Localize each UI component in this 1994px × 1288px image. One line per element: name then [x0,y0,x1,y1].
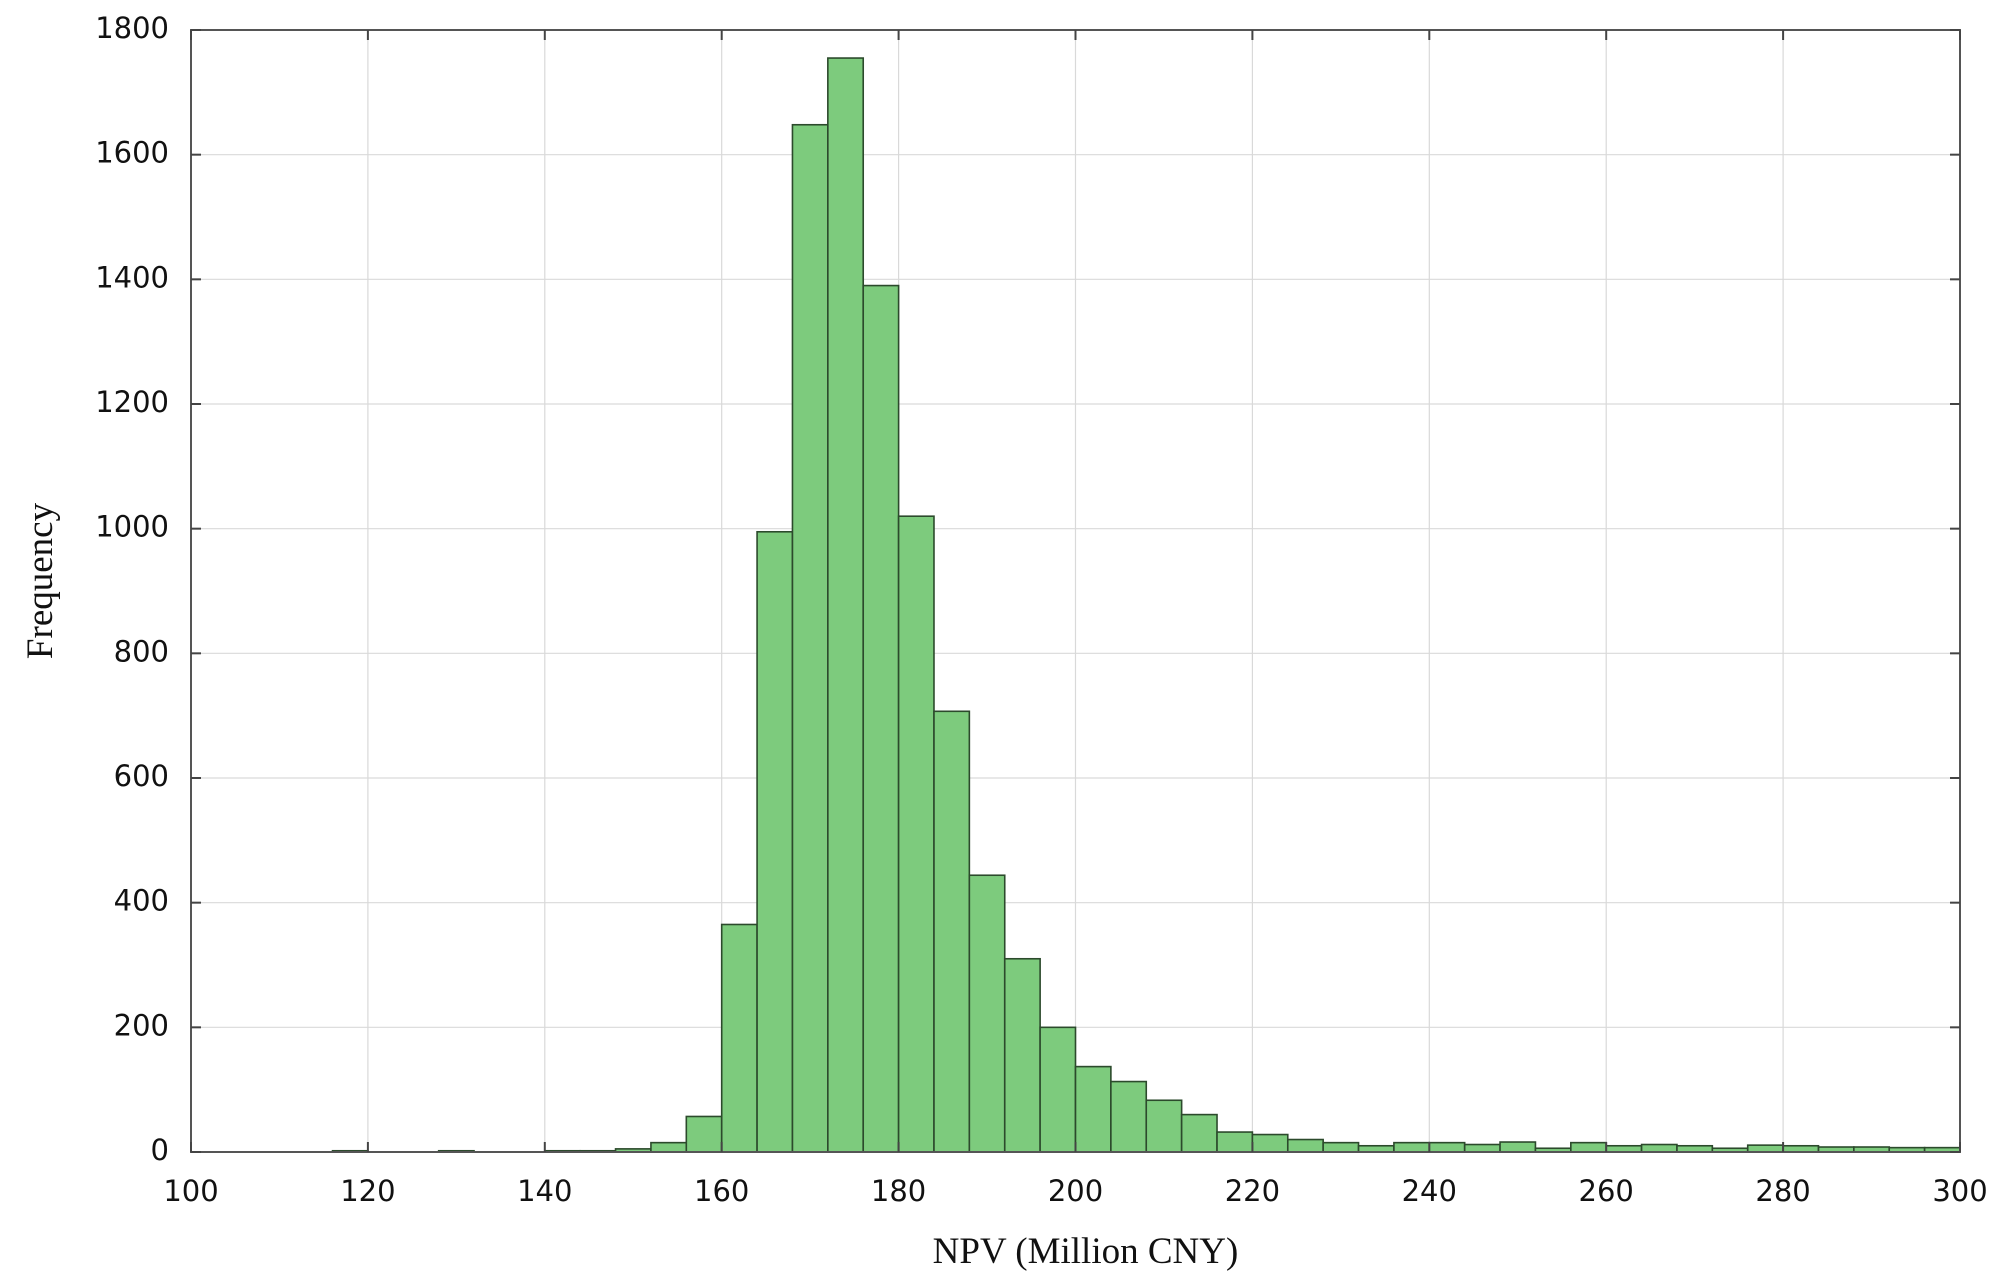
y-tick-label: 0 [151,1133,169,1167]
histogram-bar [1180,1113,1218,1153]
histogram-bar [1428,1141,1466,1153]
histogram-bar [897,515,935,1153]
x-tick-label: 280 [1755,1174,1810,1208]
histogram-bar [1074,1065,1112,1153]
x-tick-label: 260 [1579,1174,1634,1208]
y-axis-title: Frequency [20,502,61,659]
x-tick-label: 180 [871,1174,926,1208]
histogram-bar [1003,957,1041,1153]
histogram-bar [1499,1141,1537,1153]
x-tick-label: 300 [1932,1174,1987,1208]
x-tick-label: 100 [163,1174,218,1208]
y-tick-label: 1600 [95,136,169,170]
histogram-bar [933,710,971,1153]
grid-lines [190,29,1961,1153]
histogram-bar [1640,1143,1678,1153]
histogram-bar [791,123,829,1153]
y-tick-label: 400 [114,884,169,918]
x-tick-labels: 100 120 140 160 180 200 220 240 260 280 300 [163,1174,1987,1208]
x-tick-label: 140 [517,1174,572,1208]
y-tick-label: 1400 [95,260,169,294]
x-tick-label: 240 [1402,1174,1457,1208]
histogram-bar [862,284,900,1153]
histogram-bar [1251,1133,1289,1153]
y-tick-label: 1800 [95,11,169,45]
histogram-bar [1039,1026,1077,1153]
y-tick-label: 800 [114,634,169,668]
x-tick-label: 160 [694,1174,749,1208]
y-tick-label: 1200 [95,385,169,419]
histogram-bar [1322,1141,1360,1153]
x-axis-title: NPV (Million CNY) [933,1231,1239,1272]
histogram-bar [1393,1141,1431,1153]
axis-ticks [190,29,1961,1153]
histogram-bar [1570,1141,1607,1153]
y-tick-label: 1000 [95,510,169,544]
histogram-bar [1463,1143,1501,1153]
histogram-bar [1216,1131,1254,1153]
histogram-bar [1145,1099,1183,1153]
x-tick-label: 120 [340,1174,395,1208]
histogram-bar [1286,1138,1324,1153]
histogram-bar [720,923,758,1153]
x-tick-label: 220 [1225,1174,1280,1208]
histogram-bar [756,530,794,1153]
histogram-bar [968,874,1006,1153]
histogram-bar [650,1141,688,1153]
histogram-bars [331,57,1961,1153]
histogram-bar [827,57,865,1153]
y-tick-label: 200 [114,1008,169,1042]
y-tick-labels: 0 200 400 600 800 1000 1200 1400 1600 1800 [95,11,169,1167]
histogram-bar [685,1115,723,1153]
y-tick-label: 600 [114,759,169,793]
histogram-bar [1110,1080,1148,1153]
x-tick-label: 200 [1048,1174,1103,1208]
histogram-bar [1746,1144,1784,1153]
